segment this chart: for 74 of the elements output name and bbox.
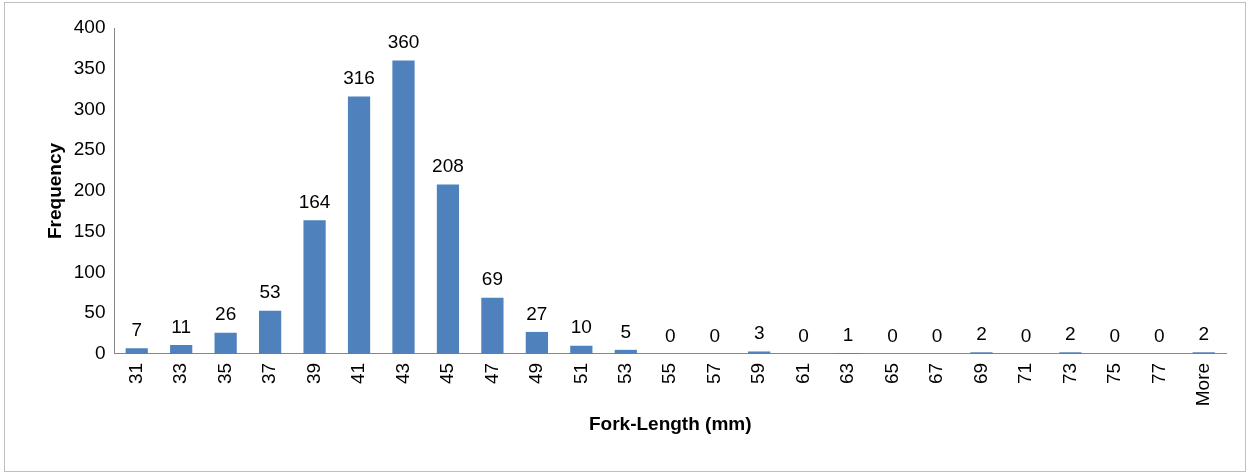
- x-tick-label: 61: [791, 362, 813, 385]
- data-label: 0: [1109, 324, 1121, 346]
- x-tick-label: 39: [302, 362, 324, 385]
- data-label: 208: [432, 155, 464, 177]
- data-label: 164: [298, 191, 331, 213]
- data-label: 2: [976, 323, 987, 345]
- y-axis-title: Frequency: [43, 142, 65, 239]
- x-tick-label: 37: [258, 362, 280, 385]
- data-label: 10: [570, 316, 592, 338]
- bar: [614, 349, 637, 354]
- bar: [481, 297, 504, 354]
- bar: [748, 351, 771, 354]
- data-label: 27: [526, 302, 548, 324]
- bar: [570, 345, 593, 354]
- data-label: 0: [887, 324, 898, 346]
- data-label: 5: [620, 320, 632, 342]
- x-tick-label: 35: [213, 362, 235, 385]
- x-tick-label: 57: [702, 362, 724, 385]
- data-label: 11: [171, 315, 192, 337]
- x-tick-label: 53: [614, 362, 636, 385]
- x-tick-label: 43: [391, 362, 413, 385]
- x-tick-label: 75: [1103, 362, 1125, 385]
- y-tick-label: 350: [73, 56, 106, 78]
- bar: [525, 331, 548, 354]
- data-label: 7: [131, 318, 143, 340]
- x-tick-label: 67: [925, 362, 947, 385]
- bar: [303, 220, 326, 354]
- x-tick-label: 65: [880, 362, 902, 385]
- data-label: 0: [1020, 324, 1032, 346]
- x-tick-label: 63: [836, 362, 858, 385]
- bar: [214, 332, 237, 354]
- x-tick-label: 73: [1058, 362, 1080, 385]
- bar: [436, 184, 460, 354]
- y-tick-label: 100: [73, 260, 106, 282]
- x-axis-title: Fork-Length (mm): [588, 412, 752, 434]
- x-tick-label: 55: [658, 362, 680, 385]
- bar: [259, 310, 282, 354]
- data-label: 360: [387, 31, 420, 53]
- x-tick-label: 49: [525, 362, 547, 385]
- bar: [125, 348, 148, 354]
- y-tick-label: 400: [73, 16, 106, 38]
- x-tick-label: 45: [436, 362, 458, 385]
- x-tick-label: 33: [169, 362, 191, 385]
- y-tick-label: 250: [73, 138, 106, 160]
- data-label: 26: [215, 303, 237, 325]
- x-tick-label: 51: [569, 362, 591, 385]
- data-label: 0: [664, 324, 676, 346]
- data-label: 69: [481, 268, 503, 290]
- x-tick-label: 71: [1014, 362, 1036, 385]
- x-tick-label: 41: [347, 362, 369, 385]
- data-label: 1: [842, 323, 854, 345]
- bar: [392, 60, 415, 354]
- x-tick-label: 31: [124, 362, 146, 385]
- x-tick-label: 77: [1147, 362, 1169, 385]
- x-tick-label: 47: [480, 362, 502, 385]
- x-tick-label: 59: [747, 362, 769, 385]
- data-label: 2: [1065, 323, 1076, 345]
- data-label: 0: [931, 324, 943, 346]
- data-label: 0: [1154, 324, 1165, 346]
- bar: [347, 96, 371, 354]
- bar: [170, 344, 193, 354]
- y-tick-label: 200: [73, 179, 106, 201]
- data-label: 0: [798, 324, 809, 346]
- data-label: 316: [343, 67, 375, 89]
- y-tick-label: 300: [73, 97, 106, 119]
- data-label: 53: [259, 281, 281, 303]
- x-tick-label: More: [1192, 362, 1213, 407]
- y-tick-label: 0: [94, 342, 106, 364]
- data-label: 0: [709, 324, 720, 346]
- x-tick-label: 69: [969, 362, 991, 385]
- data-label: 2: [1198, 323, 1210, 345]
- y-tick-label: 150: [73, 219, 106, 241]
- y-tick-label: 50: [84, 301, 106, 323]
- data-label: 3: [753, 322, 765, 344]
